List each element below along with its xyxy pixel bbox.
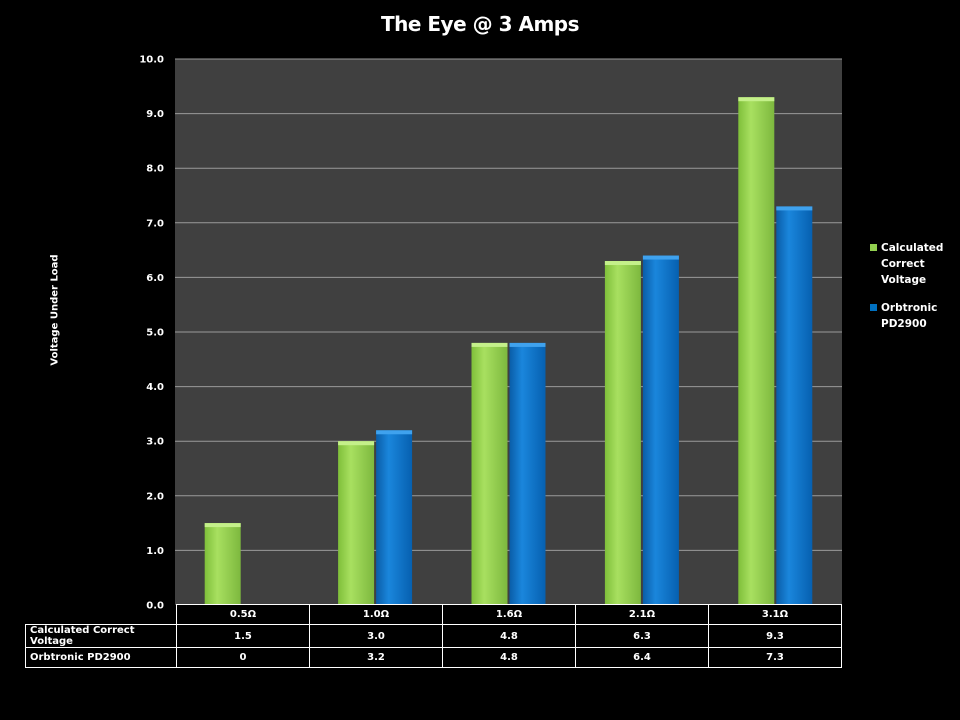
y-tick-label: 5.0 — [146, 328, 164, 339]
chart-title: The Eye @ 3 Amps — [380, 12, 580, 36]
bar-orbtronic — [776, 206, 813, 606]
table-header-cell: 1.6Ω — [442, 604, 576, 625]
bar-top-cap — [471, 342, 508, 347]
table-row-label: Calculated Correct Voltage — [25, 624, 177, 648]
bar-top-cap — [376, 430, 413, 435]
bar-top-cap — [642, 255, 679, 260]
y-tick-label: 7.0 — [146, 218, 164, 229]
y-tick-label: 0.0 — [146, 601, 164, 612]
legend-label-line: Voltage — [881, 274, 927, 286]
bar-orbtronic — [509, 342, 546, 605]
bar-calculated — [738, 97, 775, 605]
y-tick-label: 6.0 — [146, 273, 164, 284]
table-cell: 3.2 — [309, 647, 443, 668]
y-tick-label: 3.0 — [146, 437, 164, 448]
table-corner — [26, 605, 177, 625]
table-cell: 7.3 — [708, 647, 842, 668]
table-cell: 6.4 — [575, 647, 709, 668]
bar-orbtronic — [642, 255, 679, 605]
table-cell: 1.5 — [176, 624, 310, 648]
y-tick-label: 8.0 — [146, 164, 164, 175]
legend-swatch-orbtronic — [870, 304, 877, 311]
legend-swatch-calculated — [870, 244, 877, 251]
bar-calculated — [604, 261, 641, 605]
legend: Calculated Correct Voltage Orbtronic PD2… — [870, 240, 960, 344]
y-tick-label: 4.0 — [146, 382, 164, 393]
table-header-row: 0.5Ω 1.0Ω 1.6Ω 2.1Ω 3.1Ω — [26, 604, 842, 625]
table-cell: 9.3 — [708, 624, 842, 648]
legend-label-line: Correct — [881, 258, 925, 270]
legend-item-orbtronic: Orbtronic PD2900 — [870, 300, 960, 332]
table-header-cell: 3.1Ω — [708, 604, 842, 625]
table-row-label: Orbtronic PD2900 — [25, 647, 177, 668]
table-header-cell: 1.0Ω — [309, 604, 443, 625]
table-cell: 3.0 — [309, 624, 443, 648]
bar-calculated — [204, 523, 241, 605]
table-cell: 4.8 — [442, 647, 576, 668]
table-row: Orbtronic PD2900 0 3.2 4.8 6.4 7.3 — [25, 647, 842, 668]
legend-label-line: PD2900 — [881, 318, 927, 330]
table-cell: 0 — [176, 647, 310, 668]
table-row: Calculated Correct Voltage 1.5 3.0 4.8 6… — [25, 624, 842, 648]
table-header-cell: 0.5Ω — [176, 604, 310, 625]
y-tick-label: 2.0 — [146, 491, 164, 502]
data-table: 0.5Ω 1.0Ω 1.6Ω 2.1Ω 3.1Ω Calculated Corr… — [25, 604, 842, 668]
table-cell: 6.3 — [575, 624, 709, 648]
bar-top-cap — [776, 206, 813, 211]
y-tick-label: 1.0 — [146, 546, 164, 557]
bar-calculated — [471, 342, 508, 605]
table-header-cell: 2.1Ω — [575, 604, 709, 625]
table-cell: 4.8 — [442, 624, 576, 648]
bar-top-cap — [738, 97, 775, 102]
y-tick-label: 9.0 — [146, 109, 164, 120]
bar-calculated — [338, 441, 375, 605]
legend-label-line: Orbtronic — [881, 302, 938, 314]
bar-orbtronic — [376, 430, 413, 605]
y-tick-label: 10.0 — [139, 55, 164, 66]
bar-top-cap — [338, 441, 375, 446]
bar-top-cap — [509, 342, 546, 347]
legend-label-line: Calculated — [881, 242, 944, 254]
bar-top-cap — [204, 523, 241, 528]
bar-top-cap — [604, 261, 641, 266]
legend-item-calculated: Calculated Correct Voltage — [870, 240, 960, 288]
